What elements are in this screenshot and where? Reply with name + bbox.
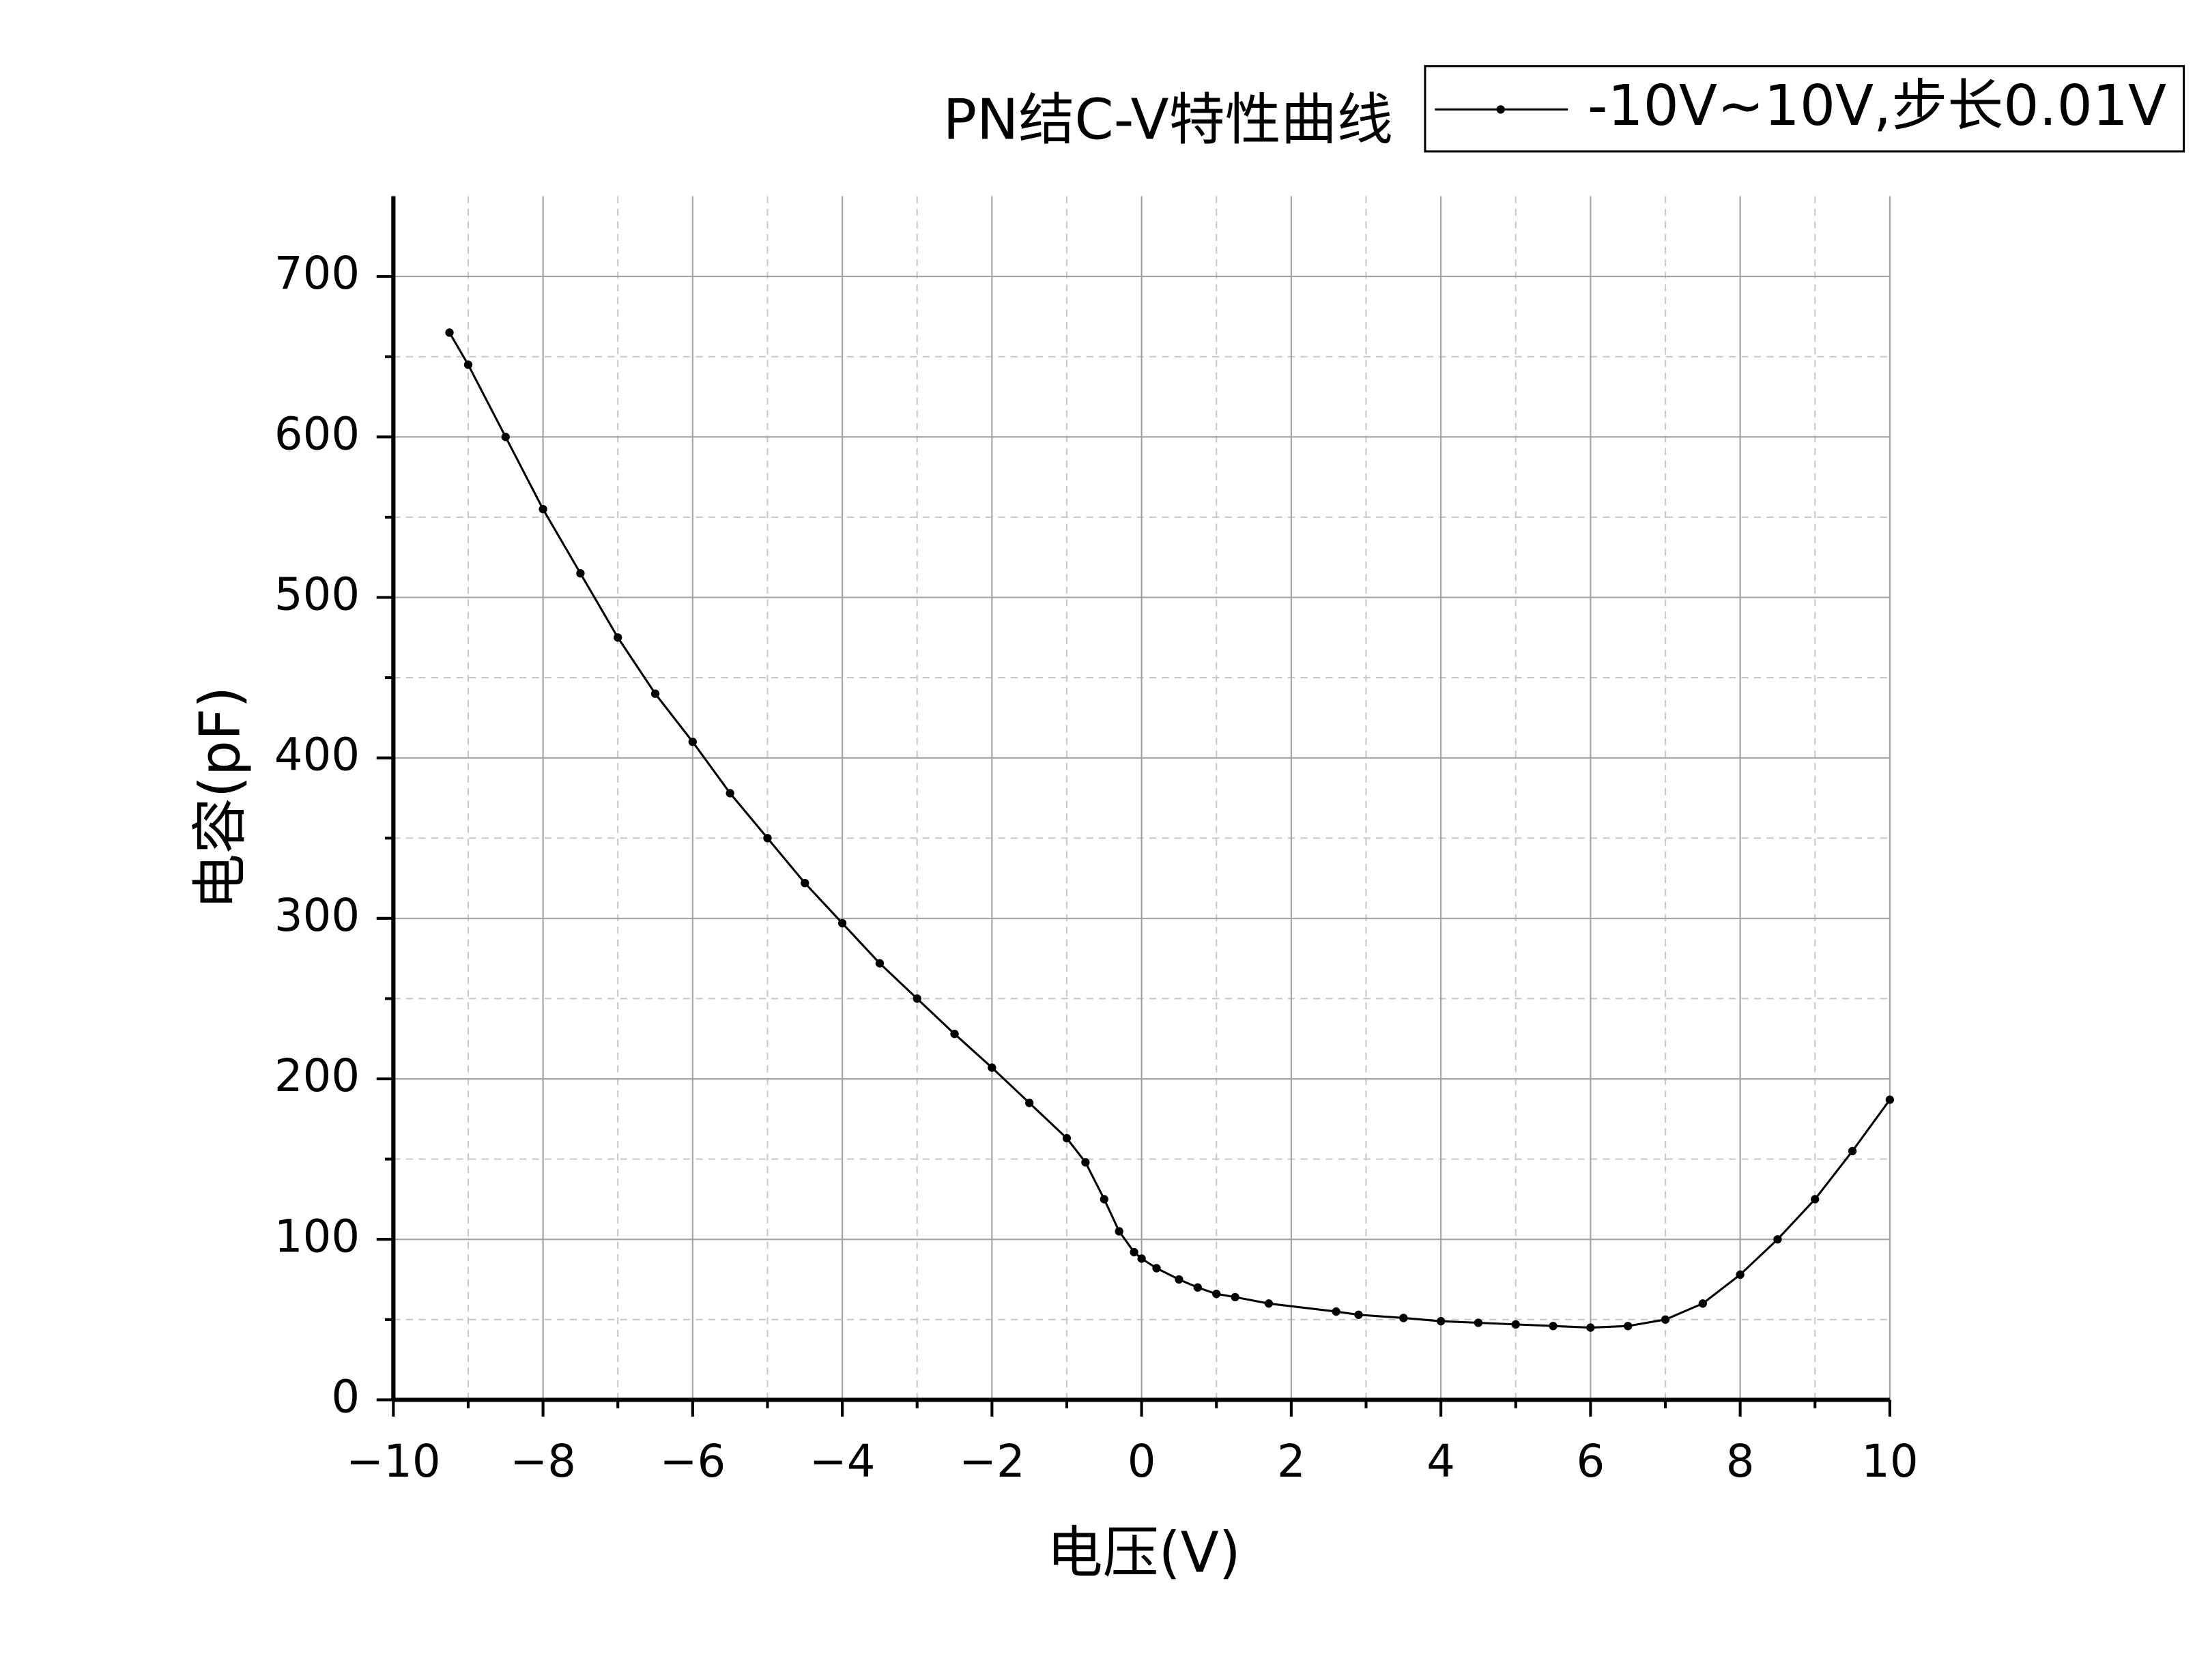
data-point <box>837 918 847 928</box>
y-tick-label: 200 <box>274 1050 360 1102</box>
x-tick-label: −6 <box>659 1436 726 1488</box>
x-tick-label: −2 <box>959 1436 1025 1488</box>
x-tick-label: 2 <box>1277 1436 1306 1488</box>
data-point <box>726 789 734 798</box>
y-tick-label: 100 <box>274 1211 360 1262</box>
data-point <box>501 433 510 441</box>
data-point <box>614 633 622 642</box>
data-point <box>1175 1275 1183 1284</box>
y-tick-label: 700 <box>274 248 360 300</box>
data-point <box>1399 1314 1408 1322</box>
y-tick-label: 600 <box>274 408 360 460</box>
x-tick-label: 8 <box>1726 1436 1755 1488</box>
data-point <box>576 569 585 578</box>
data-point <box>1624 1322 1633 1331</box>
data-point <box>463 360 473 369</box>
data-point <box>1137 1254 1146 1263</box>
x-tick-label: 10 <box>1861 1436 1919 1488</box>
data-point <box>1549 1322 1558 1331</box>
data-point <box>1212 1290 1221 1299</box>
data-point <box>539 504 547 514</box>
data-point <box>1115 1227 1123 1236</box>
data-point <box>763 834 772 843</box>
x-tick-label: 4 <box>1426 1436 1455 1488</box>
data-point <box>688 738 697 747</box>
data-line <box>448 332 1891 1329</box>
x-tick-label: −4 <box>809 1436 876 1488</box>
data-point <box>1848 1146 1857 1156</box>
data-point <box>1736 1270 1745 1279</box>
data-point <box>1332 1307 1340 1316</box>
data-point <box>1511 1320 1520 1329</box>
data-point <box>988 1063 996 1072</box>
data-point <box>1130 1247 1138 1257</box>
data-point <box>1062 1133 1072 1143</box>
x-tick-label: 0 <box>1128 1436 1156 1488</box>
data-point <box>1354 1310 1363 1319</box>
data-point <box>1661 1315 1670 1324</box>
data-point <box>1081 1158 1090 1167</box>
data-point <box>1025 1099 1034 1107</box>
data-point <box>1193 1283 1202 1292</box>
x-tick-label: −8 <box>510 1436 576 1488</box>
data-point <box>1231 1292 1239 1302</box>
data-point <box>650 689 660 698</box>
x-axis-label: 电压(V) <box>1047 1521 1241 1586</box>
data-point <box>1773 1235 1782 1244</box>
legend-marker <box>1496 105 1505 114</box>
data-point <box>1152 1264 1161 1273</box>
data-point <box>1264 1299 1274 1308</box>
legend-label: -10V~10V,步长0.01V <box>1588 74 2166 139</box>
y-tick-label: 300 <box>274 890 360 942</box>
data-point <box>1885 1095 1895 1104</box>
data-point <box>913 994 921 1003</box>
data-point <box>1100 1195 1108 1204</box>
y-tick-label: 500 <box>274 569 360 621</box>
x-tick-label: −10 <box>346 1436 441 1488</box>
y-tick-label: 400 <box>274 729 360 781</box>
y-tick-label: 0 <box>331 1371 360 1423</box>
data-point <box>1811 1195 1820 1204</box>
data-point <box>1474 1318 1483 1327</box>
y-axis-label: 电容(pF) <box>188 686 253 910</box>
x-tick-label: 6 <box>1576 1436 1605 1488</box>
data-point <box>950 1030 959 1039</box>
chart-title: PN结C-V特性曲线 <box>943 87 1393 152</box>
data-point <box>1436 1317 1446 1326</box>
data-point <box>1698 1299 1707 1308</box>
data-point <box>875 959 885 968</box>
data-point <box>801 878 809 888</box>
data-point <box>1586 1323 1595 1332</box>
data-point <box>445 328 454 337</box>
